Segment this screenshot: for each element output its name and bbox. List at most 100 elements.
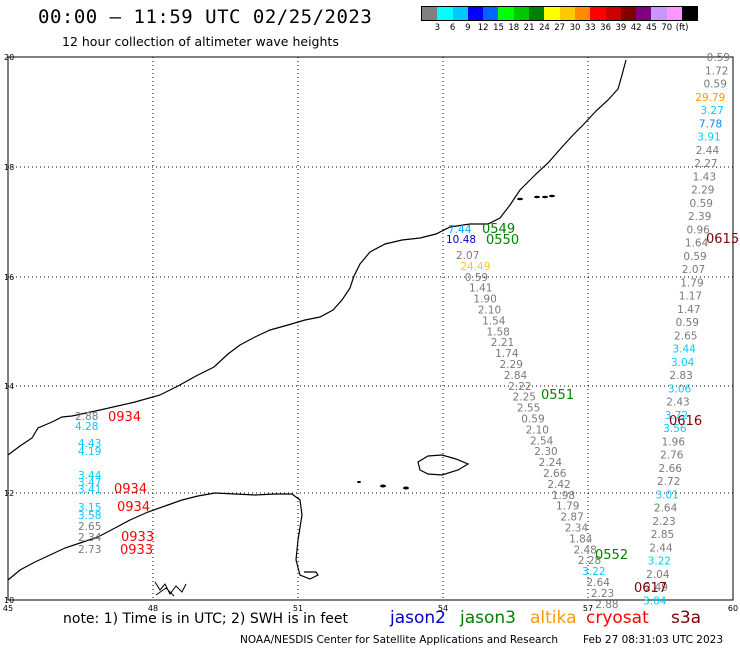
page-title: 00:00 – 11:59 UTC 02/25/2023 <box>38 6 373 28</box>
swh-value-right: 2.83 <box>669 370 692 382</box>
swh-value-right: 2.29 <box>691 185 714 197</box>
scale-label: 12 <box>477 23 489 33</box>
scale-label: 36 <box>600 23 612 33</box>
footer-note: note: 1) Time is in UTC; 2) SWH is in fe… <box>63 611 349 627</box>
scale-label: 42 <box>630 23 642 33</box>
swh-value-diagonal: 2.07 <box>456 250 479 262</box>
swh-value-diagonal: 2.87 <box>560 512 583 524</box>
swh-value-right: 3.91 <box>697 132 720 144</box>
scale-label: 15 <box>493 23 504 33</box>
scale-swatch <box>590 7 606 20</box>
swh-value-right: 2.66 <box>659 463 683 475</box>
color-scale-labels: 3 6 9 12 15 18 21 24 27 30 33 36 39 42 45 70 (ft) <box>421 21 698 33</box>
swh-value-right: 7.78 <box>699 118 722 130</box>
swh-value-right: 3.56 <box>663 423 687 435</box>
y-tick-label: 12 <box>4 489 14 498</box>
y-tick-label: 14 <box>4 382 14 391</box>
legend-altika: altika <box>530 608 577 628</box>
swh-value-right: 0.59 <box>676 317 699 329</box>
swh-value-right: 0.59 <box>683 251 706 263</box>
legend-cryosat: cryosat <box>586 608 649 628</box>
scale-swatch <box>544 7 560 20</box>
x-tick-label: 48 <box>148 604 158 613</box>
scale-swatch <box>467 7 484 20</box>
pass-time-label: 0551 <box>541 388 574 403</box>
swh-value-left: 4.19 <box>78 446 101 458</box>
swh-value-diagonal: 1.58 <box>486 326 509 338</box>
pass-time-label: 0549 <box>482 222 515 237</box>
pass-time-label: 0550 <box>486 233 519 248</box>
scale-label: 9 <box>465 23 471 33</box>
swh-value-right: 2.72 <box>657 476 680 488</box>
swh-value-diagonal: 2.28 <box>578 555 601 567</box>
scale-swatch <box>483 7 499 20</box>
swh-value-right: 2.44 <box>696 145 720 157</box>
scale-swatch <box>437 7 453 20</box>
swh-value-right: 2.64 <box>654 503 678 515</box>
swh-value-left: 3.44 <box>78 470 102 482</box>
page-subtitle: 12 hour collection of altimeter wave hei… <box>62 34 339 49</box>
swh-value-right: 0.96 <box>686 224 710 236</box>
swh-value-diagonal: 2.88 <box>595 599 618 611</box>
swh-value-right: 3.22 <box>648 556 671 568</box>
land-sketch <box>154 581 187 597</box>
swh-value-diagonal: 2.64 <box>587 577 611 589</box>
color-scale-swatches <box>421 6 699 21</box>
swh-value-top: 7.44 <box>448 224 472 236</box>
swh-value-right: 2.07 <box>682 264 705 276</box>
pass-time-label: 0617 <box>634 581 667 596</box>
swh-value-right: 3.04 <box>671 357 695 369</box>
swh-value-diagonal: 1.41 <box>469 283 492 295</box>
swh-value-right: 2.76 <box>660 450 684 462</box>
scale-swatch <box>620 7 637 20</box>
somalia-coastline <box>7 492 319 581</box>
swh-value-left: 4.28 <box>75 421 98 433</box>
swh-value-diagonal: 2.34 <box>565 523 589 535</box>
scale-label: 33 <box>584 23 596 33</box>
swh-value-right: 29.79 <box>695 92 725 104</box>
swh-value-right: 3.44 <box>673 344 697 356</box>
scale-label: 18 <box>508 23 520 33</box>
swh-value-diagonal: 24.49 <box>460 261 490 273</box>
credit-text: NOAA/NESDIS Center for Satellite Applica… <box>240 634 558 646</box>
swh-value-diagonal: 2.55 <box>517 403 540 415</box>
scale-label: 6 <box>449 23 456 33</box>
generated-date: Feb 27 08:31:03 UTC 2023 <box>583 634 723 646</box>
swh-value-right: 3.72 <box>665 410 688 422</box>
scale-label: 30 <box>569 23 581 33</box>
scale-swatch <box>513 7 530 20</box>
swh-value-diagonal: 0.59 <box>521 414 544 426</box>
swh-value-right: 0.59 <box>707 52 730 64</box>
swh-value-right: 2.65 <box>674 330 697 342</box>
islet <box>542 195 548 199</box>
scale-label: 45 <box>646 23 657 33</box>
swh-value-diagonal: 2.42 <box>547 479 570 491</box>
y-tick-label: 18 <box>4 163 14 172</box>
swh-value-diagonal: 3.22 <box>582 566 605 578</box>
swh-value-diagonal: 0.59 <box>465 272 488 284</box>
swh-value-left: 3.15 <box>78 502 101 514</box>
swh-value-diagonal: 1.54 <box>482 315 506 327</box>
swh-value-diagonal: 2.21 <box>491 337 514 349</box>
scale-label: 3 <box>434 23 441 33</box>
y-tick-label: 16 <box>4 273 14 282</box>
legend-s3a: s3a <box>671 608 702 628</box>
swh-value-right: 1.96 <box>662 436 686 448</box>
swh-value-diagonal: 2.22 <box>508 381 531 393</box>
socotra-island <box>417 454 470 476</box>
swh-value-diagonal: 2.66 <box>543 468 567 480</box>
scale-swatch <box>651 7 667 20</box>
swh-value-right: 3.27 <box>700 105 723 117</box>
swh-value-right: 1.72 <box>705 65 728 77</box>
scale-swatch <box>452 7 468 20</box>
x-tick-label: 57 <box>583 604 593 613</box>
pass-time-label: 0933 <box>120 543 153 558</box>
swh-value-right: 2.43 <box>666 397 689 409</box>
y-tick-label: 10 <box>4 596 14 605</box>
swh-value-top: 10.48 <box>446 234 476 246</box>
swh-value-left: 3.41 <box>78 484 101 496</box>
islet <box>357 481 361 483</box>
swh-value-right: 3.01 <box>655 489 678 501</box>
swh-value-right: 2.49 <box>645 582 668 594</box>
